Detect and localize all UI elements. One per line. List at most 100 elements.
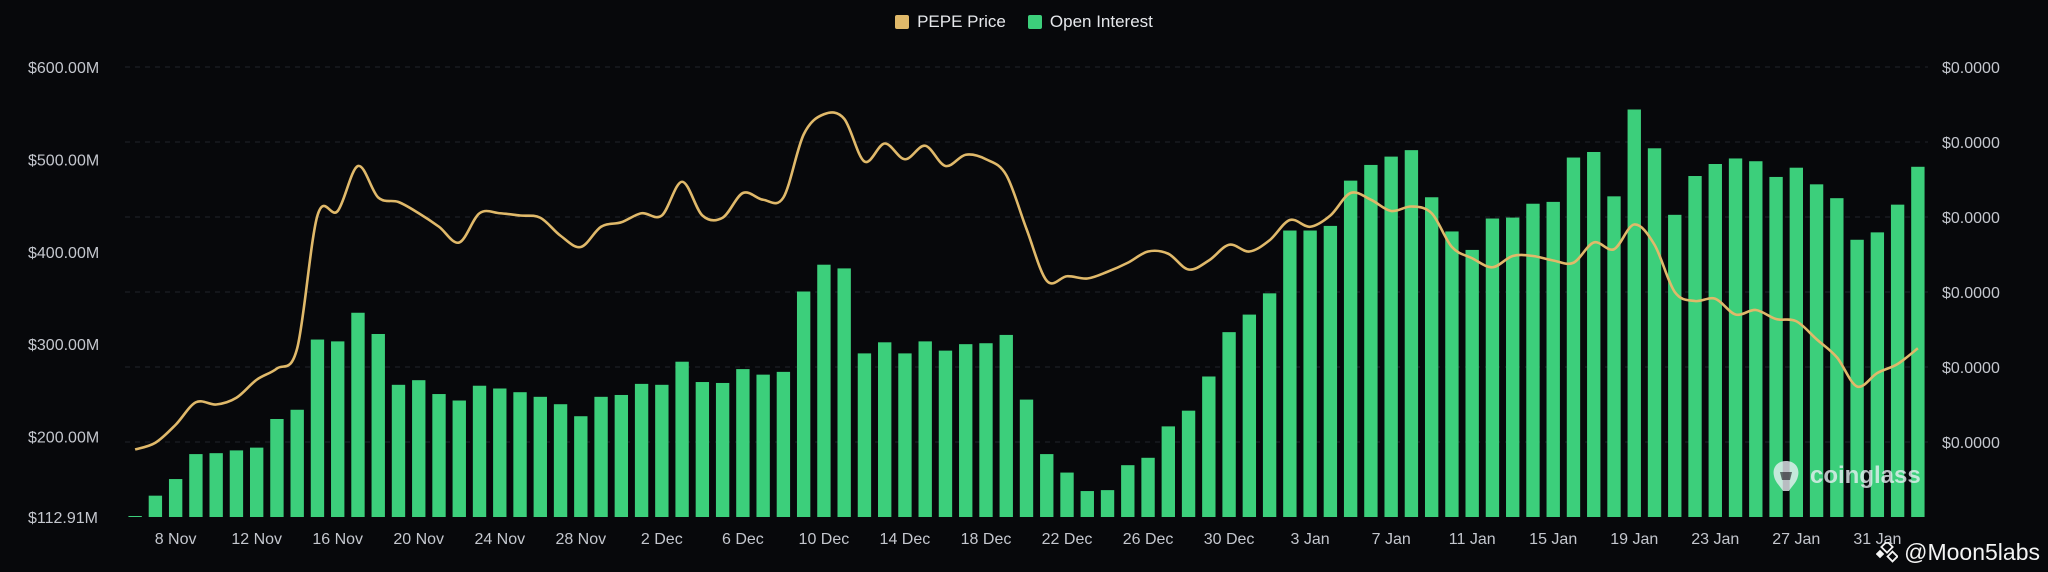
oi-bar-82 (1789, 167, 1803, 517)
oi-bar-39 (918, 341, 932, 517)
oi-bar-32 (776, 371, 791, 517)
oi-bar-40 (938, 350, 953, 517)
x-tick-label-6: 2 Dec (641, 531, 683, 548)
x-tick-label-1: 12 Nov (231, 531, 282, 548)
oi-bar-69 (1526, 203, 1540, 518)
oi-bar-80 (1749, 161, 1763, 518)
author-credit[interactable]: @Moon5labs (1876, 539, 2040, 566)
oi-bar-28 (695, 382, 710, 517)
oi-bar-58 (1303, 230, 1317, 517)
oi-bar-4 (209, 453, 223, 517)
x-tick-label-15: 7 Jan (1372, 531, 1411, 548)
oi-bar-62 (1384, 156, 1398, 518)
x-tick-label-14: 3 Jan (1291, 531, 1330, 548)
oi-bar-75 (1647, 148, 1662, 518)
x-tick-label-18: 19 Jan (1610, 531, 1658, 548)
oi-bar-3 (189, 454, 203, 517)
coinglass-watermark: coinglass (1768, 458, 1921, 494)
oi-bar-37 (878, 342, 892, 517)
oi-bar-48 (1100, 490, 1115, 517)
legend-swatch-price (895, 15, 910, 29)
oi-bar-60 (1343, 180, 1358, 517)
right-tick-label-5: $0.0000 (1942, 435, 2000, 452)
oi-bar-12 (371, 333, 385, 517)
oi-bar-86 (1870, 232, 1885, 517)
oi-bar-57 (1283, 230, 1297, 517)
x-tick-label-2: 16 Nov (312, 531, 363, 548)
oi-bar-43 (999, 334, 1013, 517)
oi-bar-1 (148, 495, 163, 517)
oi-bar-65 (1445, 231, 1459, 517)
oi-bar-5 (229, 450, 244, 517)
right-tick-label-4: $0.0000 (1942, 360, 2000, 377)
right-tick-label-1: $0.0000 (1942, 135, 2000, 152)
oi-bar-8 (290, 409, 304, 517)
oi-bar-46 (1060, 472, 1074, 517)
oi-bar-59 (1323, 225, 1338, 517)
oi-bar-41 (959, 344, 973, 517)
x-tick-label-9: 14 Dec (880, 531, 931, 548)
oi-bar-77 (1688, 176, 1702, 517)
oi-bar-83 (1809, 184, 1824, 517)
oi-bar-79 (1728, 158, 1743, 517)
watermark-text: coinglass (1810, 462, 1921, 489)
oi-bar-17 (472, 385, 487, 517)
oi-bar-14 (412, 380, 426, 517)
left-tick-label-3: $400.00M (28, 245, 99, 262)
oi-bar-63 (1404, 150, 1419, 517)
left-tick-label-2: $300.00M (28, 337, 99, 354)
oi-bar-68 (1506, 217, 1520, 517)
x-tick-label-20: 27 Jan (1772, 531, 1820, 548)
x-tick-label-5: 28 Nov (555, 531, 606, 548)
oi-bar-50 (1141, 457, 1155, 517)
oi-bar-0 (128, 515, 142, 517)
legend: PEPE Price Open Interest (0, 12, 2048, 32)
right-tick-label-0: $0.0000 (1942, 60, 2000, 77)
oi-bar-11 (351, 312, 365, 517)
oi-bar-19 (513, 392, 527, 517)
x-tick-label-13: 30 Dec (1204, 531, 1255, 548)
x-tick-label-11: 22 Dec (1042, 531, 1093, 548)
price-line-layer (134, 111, 1919, 451)
oi-bar-88 (1911, 166, 1925, 517)
left-tick-label-0: $112.91M (28, 510, 98, 527)
open-interest-bars (128, 109, 1925, 518)
oi-bar-34 (817, 264, 831, 517)
legend-item-price[interactable]: PEPE Price (895, 12, 1006, 32)
oi-bar-18 (493, 388, 507, 517)
oi-bar-78 (1708, 164, 1722, 517)
legend-label-open-interest: Open Interest (1049, 12, 1153, 31)
oi-bar-21 (553, 404, 568, 517)
oi-bar-51 (1161, 426, 1175, 517)
oi-bar-16 (452, 400, 466, 517)
oi-bar-85 (1850, 239, 1864, 517)
oi-bar-53 (1202, 376, 1216, 517)
oi-bar-38 (898, 353, 912, 517)
x-tick-label-16: 11 Jan (1449, 531, 1496, 548)
oi-bar-33 (796, 291, 811, 517)
oi-bar-2 (168, 479, 183, 517)
right-tick-label-2: $0.0000 (1942, 210, 2000, 227)
oi-bar-22 (574, 416, 588, 517)
oi-bar-61 (1364, 164, 1378, 517)
oi-bar-10 (331, 341, 345, 517)
oi-bar-47 (1080, 491, 1094, 517)
oi-bar-49 (1121, 465, 1135, 517)
oi-bar-31 (756, 374, 770, 517)
oi-bar-72 (1587, 151, 1601, 518)
oi-bar-76 (1668, 214, 1682, 517)
binance-square-icon (1876, 541, 1899, 563)
oi-bar-30 (736, 369, 750, 517)
legend-item-open-interest[interactable]: Open Interest (1027, 12, 1153, 32)
right-tick-label-3: $0.0000 (1942, 285, 2000, 302)
x-tick-label-12: 26 Dec (1123, 531, 1174, 548)
oi-bar-45 (1040, 454, 1054, 517)
oi-bar-29 (715, 382, 730, 517)
oi-bar-24 (614, 394, 629, 517)
oi-bar-55 (1242, 314, 1257, 517)
left-y-axis: $112.91M $200.00M $300.00M $400.00M $500.00M… (28, 60, 99, 527)
legend-swatch-open-interest (1027, 15, 1042, 29)
oi-bar-71 (1566, 157, 1581, 518)
left-tick-label-1: $200.00M (28, 430, 99, 447)
oi-bar-20 (533, 396, 547, 517)
